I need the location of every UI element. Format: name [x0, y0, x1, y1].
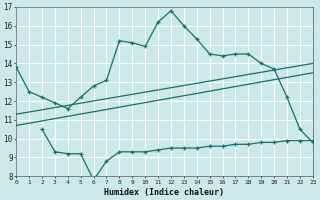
- X-axis label: Humidex (Indice chaleur): Humidex (Indice chaleur): [105, 188, 225, 197]
